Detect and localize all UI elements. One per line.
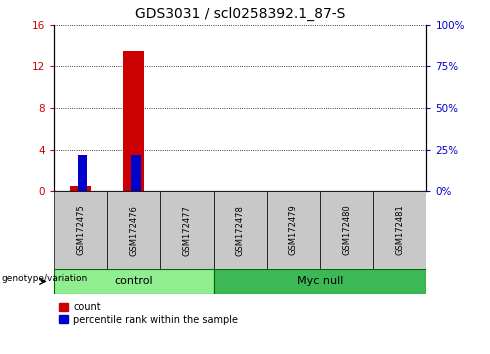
Text: GSM172479: GSM172479 (289, 205, 298, 256)
Text: GSM172477: GSM172477 (182, 205, 192, 256)
Text: GSM172476: GSM172476 (129, 205, 138, 256)
Bar (107, 191, 160, 269)
Bar (54, 269, 214, 294)
Bar (320, 191, 373, 269)
Bar (123, 51, 145, 191)
Bar (373, 191, 426, 269)
Title: GDS3031 / scl0258392.1_87-S: GDS3031 / scl0258392.1_87-S (135, 7, 345, 21)
Text: GSM172480: GSM172480 (342, 205, 351, 256)
Bar (131, 155, 141, 191)
Bar (160, 191, 214, 269)
Text: genotype/variation: genotype/variation (1, 274, 87, 284)
Bar (214, 269, 426, 294)
Text: Myc null: Myc null (297, 276, 343, 286)
Text: GSM172475: GSM172475 (76, 205, 85, 256)
Text: GSM172478: GSM172478 (236, 205, 245, 256)
Bar (54, 191, 107, 269)
Bar (70, 186, 91, 191)
Legend: count, percentile rank within the sample: count, percentile rank within the sample (59, 302, 238, 325)
Text: GSM172481: GSM172481 (395, 205, 404, 256)
Text: control: control (114, 276, 153, 286)
Bar (267, 191, 320, 269)
Bar (78, 155, 87, 191)
Bar (214, 191, 267, 269)
